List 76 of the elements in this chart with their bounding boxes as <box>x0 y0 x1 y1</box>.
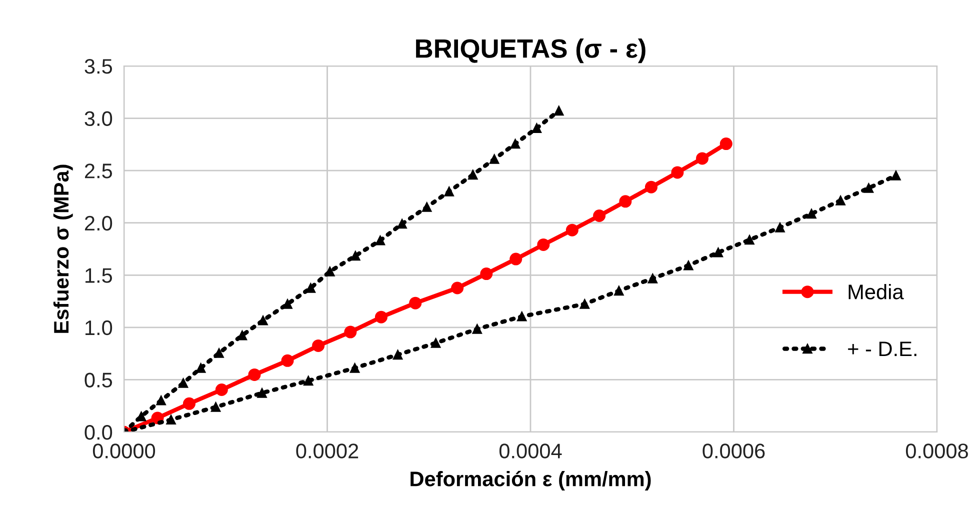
x-tick-label: 0.0006 <box>702 444 765 458</box>
y-tick-label: 1.0 <box>86 320 112 336</box>
point <box>178 378 188 388</box>
point <box>344 326 357 338</box>
point <box>306 283 316 293</box>
point <box>156 396 166 406</box>
point <box>374 310 388 324</box>
point <box>864 183 874 193</box>
y-tick-label: 3.5 <box>84 59 112 74</box>
point <box>744 234 754 245</box>
point <box>210 402 221 412</box>
point <box>517 312 527 322</box>
point <box>468 170 478 180</box>
point <box>350 250 360 261</box>
point <box>644 180 658 194</box>
point <box>392 350 403 360</box>
x-axis-title: Deformación ε (mm/mm) <box>410 470 651 490</box>
point <box>282 299 292 309</box>
point <box>214 348 224 358</box>
y-axis-title: Esfuerzo σ (MPa) <box>53 164 73 333</box>
point <box>593 209 606 222</box>
point <box>891 170 901 180</box>
point <box>281 354 294 367</box>
point <box>422 202 432 212</box>
point <box>510 252 522 266</box>
point <box>258 316 268 326</box>
point <box>614 286 624 296</box>
legend-label: + - D.E. <box>848 342 916 356</box>
x-tick-label: 0.0000 <box>92 444 156 458</box>
x-tick-label: 0.0002 <box>296 444 358 458</box>
point <box>720 138 732 150</box>
point <box>566 224 578 236</box>
point <box>325 266 335 276</box>
point <box>713 248 724 258</box>
y-tick-label: 0.0 <box>84 425 112 440</box>
point <box>619 195 632 208</box>
point <box>836 196 846 206</box>
point <box>397 218 407 229</box>
point <box>775 222 785 232</box>
y-tick-label: 3.0 <box>84 111 112 126</box>
point <box>532 123 542 133</box>
point <box>248 368 261 381</box>
x-tick-label: 0.0004 <box>499 444 562 458</box>
point <box>648 274 658 284</box>
legend-label: Media <box>848 284 904 300</box>
point <box>684 260 694 270</box>
point <box>215 384 228 396</box>
point <box>580 299 590 309</box>
point <box>554 106 564 116</box>
point <box>375 236 386 246</box>
point <box>430 338 441 348</box>
y-tick-label: 2.5 <box>84 164 112 178</box>
point <box>451 282 464 294</box>
point <box>136 412 146 422</box>
point <box>409 296 422 310</box>
point <box>182 397 196 410</box>
point <box>671 166 684 179</box>
point <box>350 363 360 373</box>
point <box>257 388 267 398</box>
point <box>444 186 454 196</box>
point <box>303 376 314 386</box>
x-tick-label: 0.0008 <box>906 444 968 458</box>
point <box>537 238 550 251</box>
point <box>510 138 520 149</box>
point <box>480 268 493 280</box>
point <box>806 208 816 219</box>
point <box>489 154 500 164</box>
y-tick-label: 0.5 <box>84 372 112 388</box>
point <box>166 414 176 425</box>
point <box>312 339 325 352</box>
point <box>196 363 206 373</box>
y-tick-label: 1.5 <box>86 268 112 283</box>
y-tick-label: 2.0 <box>84 216 112 231</box>
point <box>472 324 482 334</box>
chart-title: BRIQUETAS (σ - ε) <box>416 38 646 64</box>
point <box>696 152 708 165</box>
